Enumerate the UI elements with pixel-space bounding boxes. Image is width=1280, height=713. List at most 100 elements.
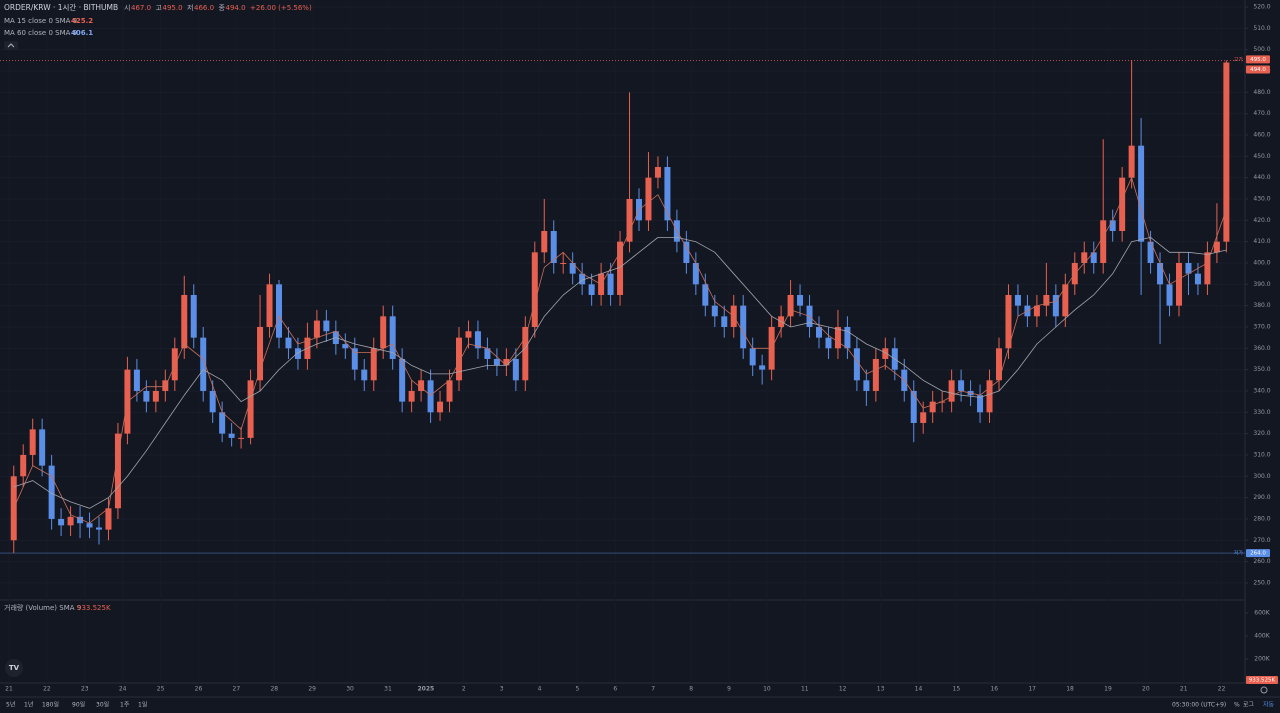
y-tick-label: 460.0 bbox=[1253, 132, 1270, 139]
candle-body bbox=[844, 326, 851, 349]
timezone[interactable]: 05:30:00 (UTC+9) bbox=[1172, 702, 1226, 709]
y-tick-label: 400.0 bbox=[1253, 259, 1270, 266]
x-tick-label: 12 bbox=[839, 686, 847, 693]
candle-body bbox=[200, 337, 207, 391]
ma-name: MA 60 close 0 SMA 9 bbox=[4, 29, 77, 37]
candle-body bbox=[313, 320, 320, 338]
candle-body bbox=[162, 380, 169, 391]
y-tick-label: 520.0 bbox=[1253, 4, 1270, 11]
high-tag-box bbox=[1246, 55, 1270, 64]
candle-body bbox=[588, 284, 595, 295]
x-tick-label: 8 bbox=[689, 686, 693, 693]
candle-body bbox=[531, 252, 538, 327]
candle-body bbox=[171, 348, 178, 381]
volume-tick-label: 400K bbox=[1254, 632, 1270, 639]
range-button[interactable]: 1일 bbox=[138, 701, 147, 709]
range-button[interactable]: 90일 bbox=[72, 701, 85, 709]
range-button[interactable]: 180일 bbox=[42, 701, 59, 709]
tv-logo bbox=[5, 659, 23, 677]
candle-body bbox=[948, 380, 955, 402]
candle-body bbox=[361, 369, 368, 381]
x-tick-label: 2 bbox=[462, 686, 466, 693]
candle-body bbox=[702, 284, 709, 306]
candle-body bbox=[654, 167, 661, 178]
candle-body bbox=[105, 508, 112, 530]
candle-body bbox=[418, 380, 425, 391]
candle-body bbox=[48, 465, 55, 519]
auto-toggle[interactable]: 자동 bbox=[1263, 701, 1275, 709]
candle-body bbox=[1194, 273, 1201, 285]
candle-body bbox=[1185, 262, 1192, 274]
x-tick-label: 26 bbox=[195, 686, 203, 693]
candle-body bbox=[228, 433, 235, 438]
range-button[interactable]: 5년 bbox=[6, 701, 15, 709]
volume-tag-text: 933.525K bbox=[1249, 678, 1276, 684]
candle-body bbox=[389, 316, 396, 359]
candle-body bbox=[579, 273, 586, 285]
y-tick-label: 360.0 bbox=[1253, 345, 1270, 352]
percent-toggle[interactable]: % bbox=[1234, 702, 1240, 709]
y-tick-label: 430.0 bbox=[1253, 196, 1270, 203]
range-button[interactable]: 30일 bbox=[96, 701, 109, 709]
ohlc-value: 494.0 bbox=[226, 4, 246, 12]
tv-logo-mark: TV bbox=[9, 664, 20, 672]
candle-body bbox=[1204, 252, 1211, 285]
symbol: ORDER/KRW · 1시간 · BITHUMB bbox=[4, 2, 118, 12]
candle-body bbox=[1119, 177, 1126, 231]
candle-body bbox=[1081, 252, 1088, 263]
ohlc-label: 시 bbox=[124, 4, 130, 12]
x-tick-label: 22 bbox=[43, 686, 51, 693]
candle-body bbox=[351, 348, 358, 370]
candle-body bbox=[853, 348, 860, 381]
collapse-button[interactable] bbox=[4, 41, 18, 50]
x-tick-label: 30 bbox=[346, 686, 354, 693]
candle-body bbox=[437, 401, 444, 413]
candle-body bbox=[133, 369, 140, 391]
candle-body bbox=[209, 390, 216, 413]
y-tick-label: 340.0 bbox=[1253, 387, 1270, 394]
y-tick-label: 480.0 bbox=[1253, 89, 1270, 96]
candle-body bbox=[399, 358, 406, 402]
candle-body bbox=[152, 390, 159, 402]
ma-last: 406.1 bbox=[71, 29, 93, 37]
range-button[interactable]: 1년 bbox=[24, 701, 33, 709]
candle-body bbox=[512, 358, 519, 381]
candle-body bbox=[1109, 220, 1116, 231]
x-tick-label: 19 bbox=[1104, 686, 1112, 693]
y-tick-label: 260.0 bbox=[1253, 558, 1270, 565]
ohlc-value: 467.0 bbox=[131, 4, 151, 12]
candle-body bbox=[977, 395, 984, 413]
candle-body bbox=[920, 412, 927, 423]
candle-body bbox=[560, 262, 567, 264]
candle-body bbox=[58, 518, 65, 526]
candle-body bbox=[1138, 145, 1145, 242]
candle-body bbox=[692, 262, 699, 285]
x-tick-label: 29 bbox=[308, 686, 316, 693]
ma-line bbox=[13, 236, 1227, 509]
candle-body bbox=[1052, 294, 1059, 317]
candle-body bbox=[266, 284, 273, 327]
log-toggle[interactable]: 로그 bbox=[1243, 702, 1255, 709]
settings-button[interactable] bbox=[1260, 686, 1268, 694]
candle-body bbox=[522, 326, 529, 381]
candle-body bbox=[323, 320, 330, 332]
candle-body bbox=[1033, 305, 1040, 317]
x-tick-label: 3 bbox=[500, 686, 504, 693]
candle-body bbox=[929, 401, 936, 413]
ohlc-label: 저 bbox=[187, 3, 193, 12]
candle-body bbox=[238, 437, 245, 439]
candle-body bbox=[380, 316, 387, 349]
range-button[interactable]: 1주 bbox=[120, 702, 130, 709]
candle-body bbox=[190, 294, 197, 338]
plot bbox=[0, 59, 1245, 554]
candle-body bbox=[541, 230, 548, 253]
candle-body bbox=[503, 358, 510, 366]
candle-body bbox=[285, 337, 292, 349]
candle-body bbox=[1100, 220, 1107, 263]
x-tick-label: 9 bbox=[727, 686, 731, 693]
x-tick-label: 10 bbox=[763, 686, 771, 693]
x-tick-label: 2025 bbox=[417, 686, 434, 693]
candle-body bbox=[749, 348, 756, 366]
candle-body bbox=[96, 527, 102, 530]
candle-body bbox=[257, 326, 264, 381]
